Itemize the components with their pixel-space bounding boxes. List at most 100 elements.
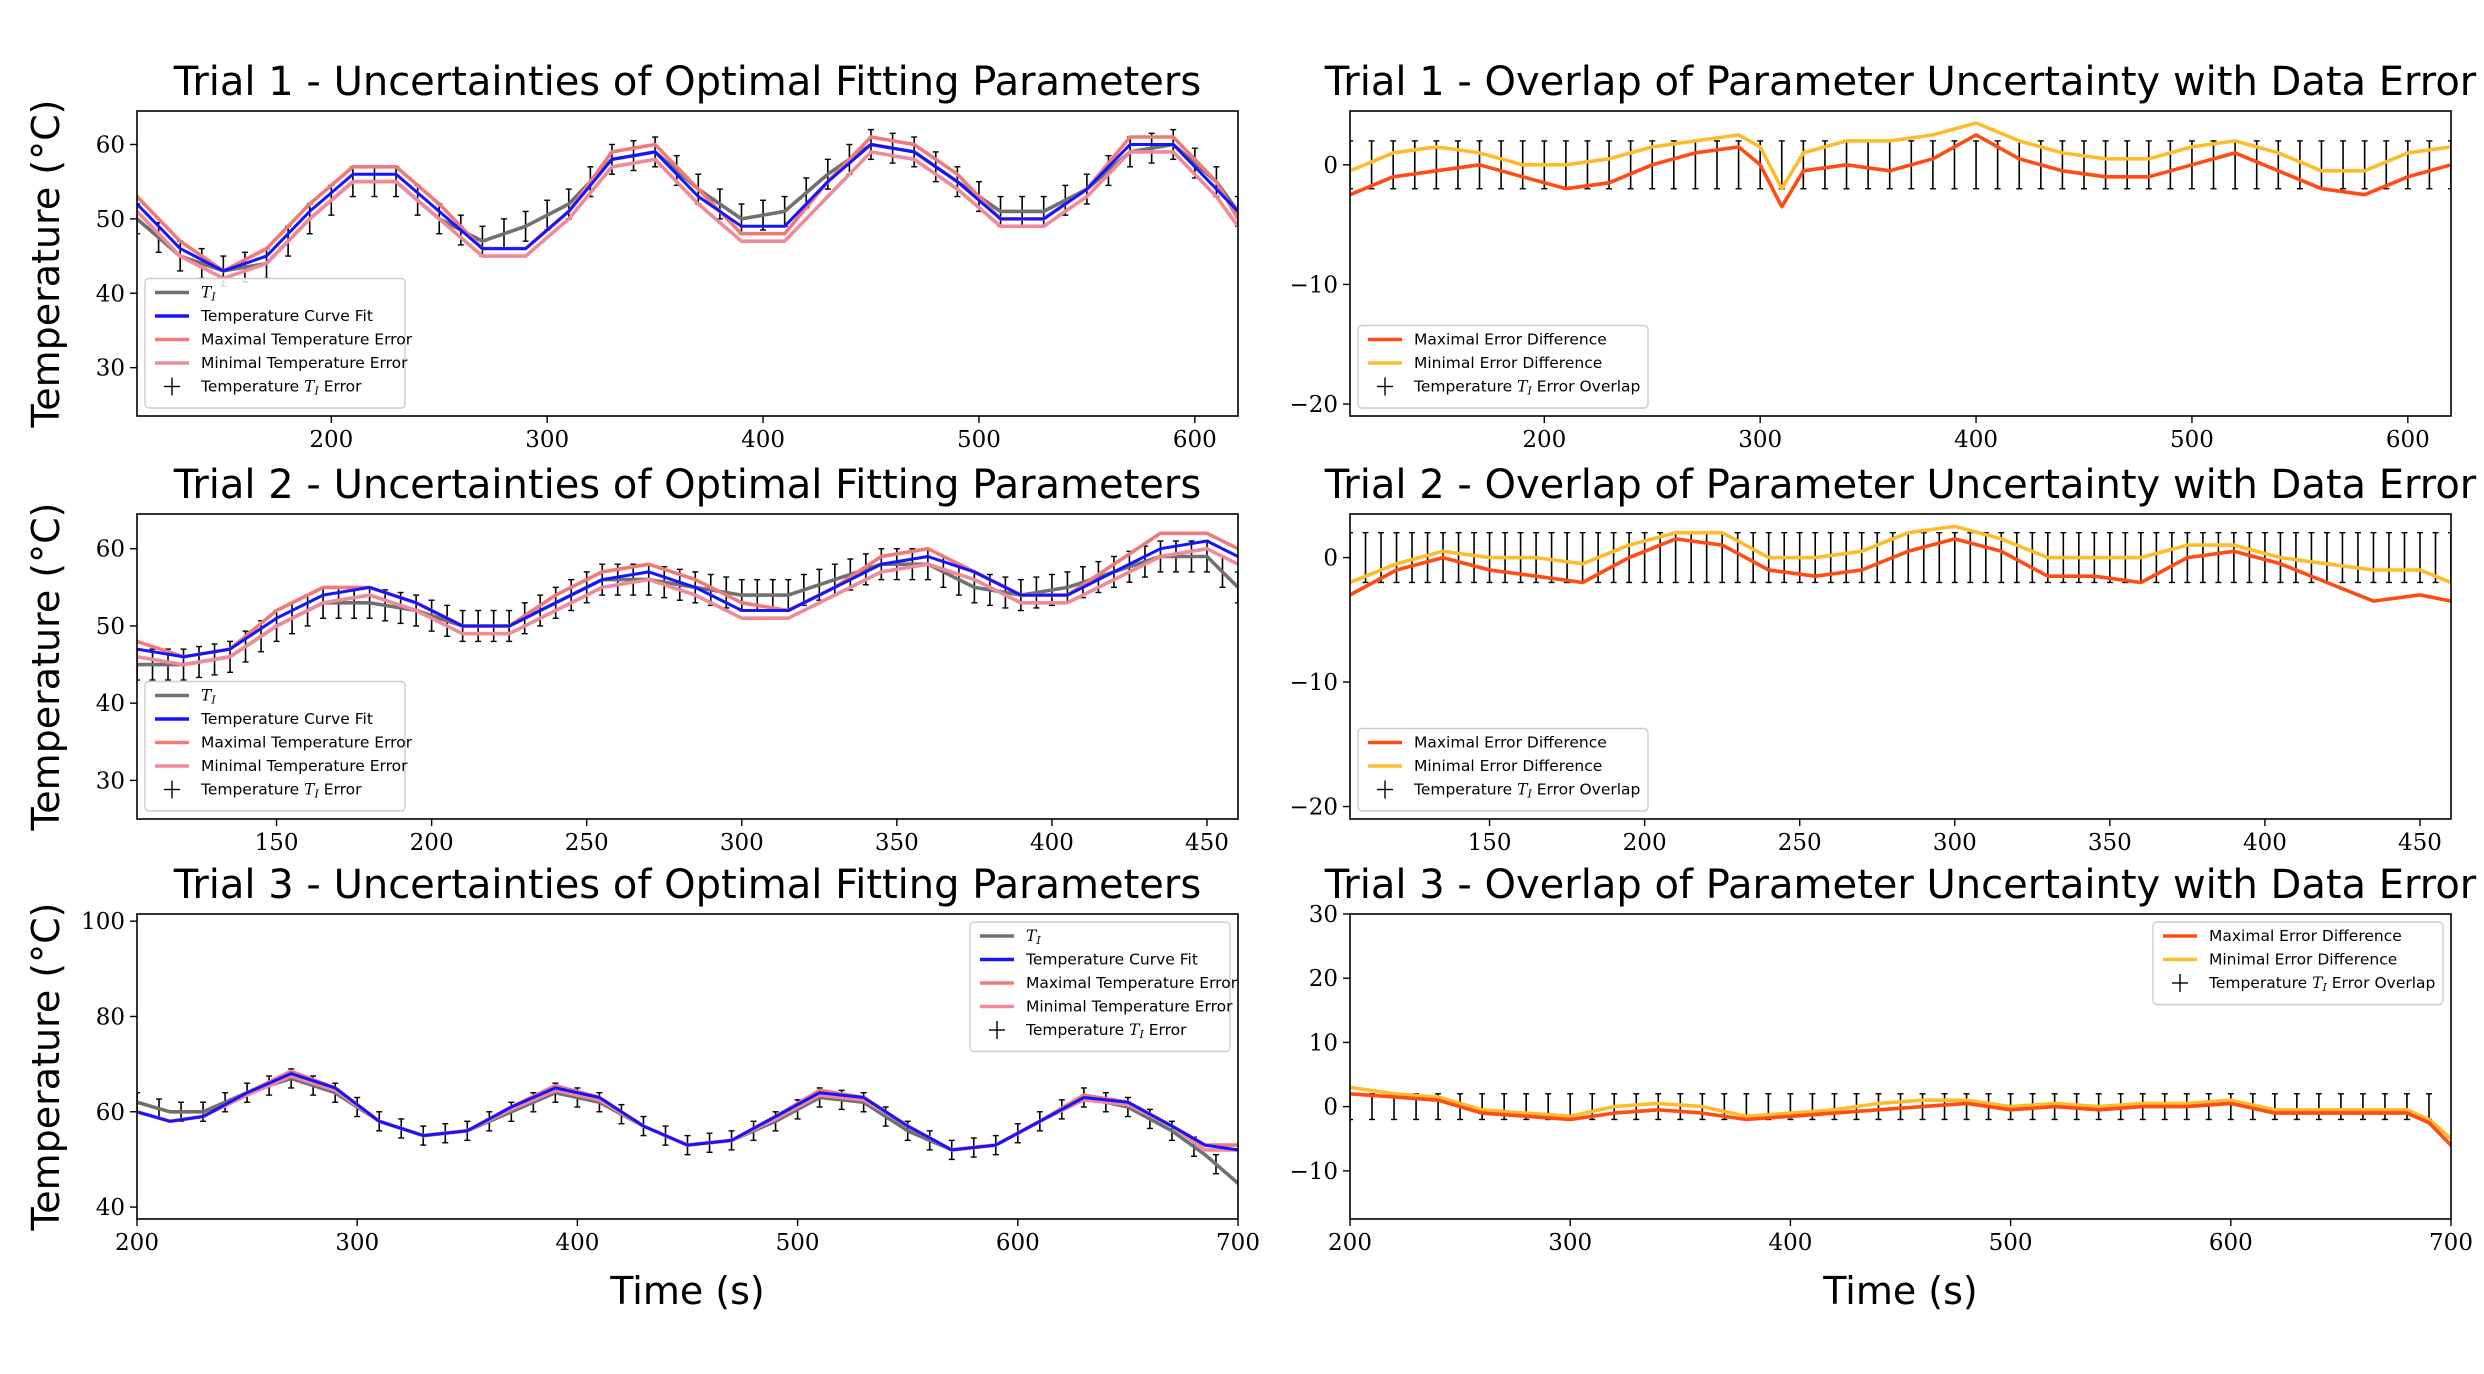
chart-panel-2: 200 300 400 500 600 −20 −10 0 Trial 1 - Overlap … (1289, 59, 2476, 453)
errorbar-group (137, 540, 1238, 681)
series-line-temperature-curve-fit (137, 143, 1238, 273)
legend: Maximal Error Difference Minimal Error Di… (1357, 727, 1649, 812)
y-axis-label: Temperature (°C) (24, 503, 68, 832)
legend-label: Temperature TI Error Overlap (1413, 781, 1640, 801)
axes-frame (1349, 110, 2452, 417)
y-tick-label: 50 (96, 614, 125, 640)
legend-label: Temperature Curve Fit (200, 307, 373, 325)
series-line-minimal-error-difference (1350, 121, 2451, 191)
legend-label: Temperature TI Error (200, 378, 362, 398)
legend-frame (144, 680, 406, 812)
series-line-t-i (137, 554, 1238, 667)
legend-label: Maximal Error Difference (1414, 331, 1607, 349)
legend-label: TI (201, 284, 216, 304)
x-tick-label: 150 (1468, 830, 1512, 856)
series-line-temperature-curve-fit (137, 1072, 1238, 1152)
series-line-maximal-error-difference (1350, 537, 2451, 603)
x-tick-label: 200 (1623, 830, 1667, 856)
legend: TI Temperature Curve Fit Maximal Temperatu… (144, 277, 413, 409)
legend-frame (1357, 324, 1649, 409)
x-tick-label: 600 (2209, 1230, 2253, 1256)
x-tick-label: 400 (1030, 830, 1074, 856)
plot-area (137, 128, 1238, 287)
y-tick-label: 0 (1323, 1095, 1338, 1121)
y-tick-label: 20 (1309, 966, 1338, 992)
x-tick-label: 350 (2088, 830, 2132, 856)
legend-label: Minimal Temperature Error (1026, 998, 1233, 1016)
chart-panel-1: 200 300 400 500 600 30 40 50 60 Trial 1 - Uncerta… (24, 59, 1239, 453)
legend-frame (144, 277, 406, 409)
legend-label: Minimal Temperature Error (201, 354, 408, 372)
legend-frame (969, 921, 1231, 1053)
plot-area (1350, 524, 2451, 603)
chart-title: Trial 2 - Uncertainties of Optimal Fitti… (173, 462, 1201, 508)
legend-label: Temperature TI Error (1025, 1021, 1187, 1041)
x-tick-label: 450 (1185, 830, 1229, 856)
chart-title: Trial 1 - Uncertainties of Optimal Fitti… (173, 59, 1201, 105)
chart-panel-3: 150 200 250 300 350 400 450 30 40 50 60 Trial 2 - U… (24, 462, 1239, 856)
y-tick-label: −10 (1289, 1159, 1338, 1185)
axes-frame (1349, 913, 2452, 1220)
y-tick-label: 50 (96, 207, 125, 233)
plot-area (137, 531, 1238, 681)
y-tick-label: 30 (96, 356, 125, 382)
y-tick-label: 40 (96, 691, 125, 717)
legend-label: Maximal Error Difference (1414, 734, 1607, 752)
series-line-minimal-error-difference (1350, 1085, 2451, 1141)
x-axis-label: Time (s) (609, 1269, 765, 1313)
chart-title: Trial 1 - Overlap of Parameter Uncertain… (1324, 59, 2477, 105)
series-line-minimal-error-difference (1350, 524, 2451, 585)
chart-panel-4: 150 200 250 300 350 400 450 −20 −10 0 Trial 2 - Ov… (1289, 462, 2476, 856)
x-tick-label: 250 (1778, 830, 1822, 856)
x-tick-label: 200 (115, 1230, 159, 1256)
y-tick-label: 0 (1323, 546, 1338, 572)
legend: Maximal Error Difference Minimal Error Di… (1357, 324, 1649, 409)
legend-label: TI (1026, 927, 1041, 947)
x-tick-label: 500 (776, 1230, 820, 1256)
series-line-maximal-error-difference (1350, 133, 2451, 209)
x-tick-label: 450 (2398, 830, 2442, 856)
legend-label: TI (201, 687, 216, 707)
legend-label: Maximal Temperature Error (201, 734, 413, 752)
series-line-maximal-error-difference (1350, 1092, 2451, 1147)
x-tick-label: 500 (1989, 1230, 2033, 1256)
x-tick-label: 300 (1548, 1230, 1592, 1256)
x-tick-label: 400 (2243, 830, 2287, 856)
y-axis-label: Temperature (°C) (24, 903, 68, 1232)
y-axis-label: Temperature (°C) (24, 100, 68, 429)
x-tick-label: 600 (996, 1230, 1040, 1256)
x-tick-label: 200 (410, 830, 454, 856)
plot-area (1350, 121, 2451, 209)
errorbar-group (1350, 531, 2451, 584)
chart-title: Trial 3 - Uncertainties of Optimal Fitti… (173, 862, 1201, 908)
axes-frame (136, 913, 1239, 1220)
chart-title: Trial 2 - Overlap of Parameter Uncertain… (1324, 462, 2477, 508)
y-tick-label: 30 (1309, 902, 1338, 928)
x-tick-label: 700 (2429, 1230, 2473, 1256)
x-tick-label: 400 (1768, 1230, 1812, 1256)
x-tick-label: 600 (2386, 427, 2430, 453)
legend-label: Temperature TI Error (200, 781, 362, 801)
legend-label: Temperature TI Error Overlap (1413, 378, 1640, 398)
legend: TI Temperature Curve Fit Maximal Temperatu… (144, 680, 413, 812)
legend-label: Minimal Error Difference (2209, 951, 2397, 969)
legend-label: Maximal Temperature Error (201, 331, 413, 349)
y-tick-label: 80 (96, 1004, 125, 1030)
x-tick-label: 200 (1522, 427, 1566, 453)
y-tick-label: 60 (96, 537, 125, 563)
plot-area (137, 1068, 1238, 1186)
x-tick-label: 700 (1216, 1230, 1260, 1256)
axes-frame (136, 110, 1239, 417)
x-tick-label: 400 (1954, 427, 1998, 453)
x-tick-label: 350 (875, 830, 919, 856)
y-tick-label: 30 (96, 768, 125, 794)
x-tick-label: 300 (1738, 427, 1782, 453)
y-tick-label: 60 (96, 132, 125, 158)
legend-label: Temperature Curve Fit (1025, 951, 1198, 969)
legend-label: Temperature Curve Fit (200, 710, 373, 728)
x-tick-label: 500 (957, 427, 1001, 453)
y-tick-label: 10 (1309, 1030, 1338, 1056)
chart-title: Trial 3 - Overlap of Parameter Uncertain… (1324, 862, 2477, 908)
series-line-t-i (137, 1076, 1238, 1186)
